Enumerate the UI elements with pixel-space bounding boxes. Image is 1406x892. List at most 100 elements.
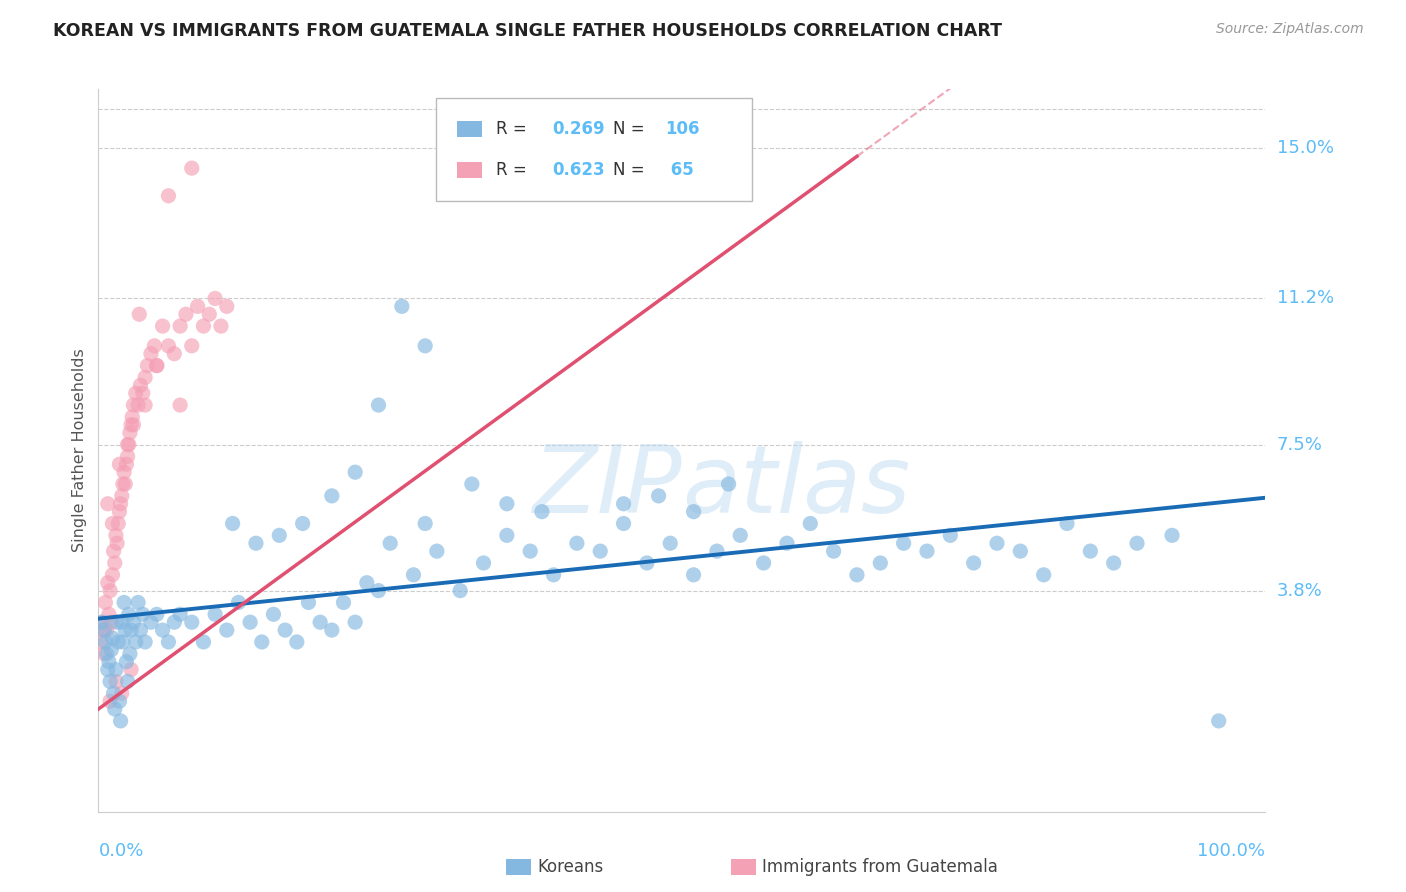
Point: [449, 583, 471, 598]
Point: [380, 536, 402, 550]
Point: [98, 694, 121, 708]
Point: [426, 544, 449, 558]
Point: [215, 299, 238, 313]
Point: [90, 615, 112, 630]
Point: [108, 505, 131, 519]
Point: [101, 567, 124, 582]
Point: [104, 556, 127, 570]
Point: [122, 398, 145, 412]
Point: [730, 528, 752, 542]
Point: [120, 623, 142, 637]
Text: 106: 106: [665, 120, 700, 137]
Point: [139, 615, 162, 630]
Point: [122, 417, 145, 432]
Point: [986, 536, 1008, 550]
Point: [157, 339, 180, 353]
Point: [117, 437, 139, 451]
Point: [565, 536, 588, 550]
Point: [198, 307, 221, 321]
Point: [269, 528, 291, 542]
Point: [134, 370, 156, 384]
Point: [120, 417, 142, 432]
Point: [187, 299, 209, 313]
Point: [285, 635, 308, 649]
Point: [127, 595, 149, 609]
Point: [1032, 567, 1054, 582]
Point: [115, 457, 138, 471]
Point: [111, 477, 134, 491]
Point: [103, 544, 125, 558]
Point: [97, 497, 120, 511]
Point: [321, 623, 343, 637]
Point: [90, 635, 112, 649]
Point: [180, 339, 202, 353]
Point: [98, 583, 121, 598]
Point: [1208, 714, 1230, 728]
Point: [221, 516, 243, 531]
Point: [139, 347, 162, 361]
Text: 7.5%: 7.5%: [1277, 435, 1323, 453]
Point: [136, 359, 159, 373]
Point: [344, 465, 367, 479]
Point: [169, 319, 191, 334]
Point: [132, 607, 155, 622]
Point: [1126, 536, 1149, 550]
Point: [105, 536, 128, 550]
Point: [114, 477, 136, 491]
Point: [118, 425, 141, 440]
Point: [112, 595, 135, 609]
Text: R =: R =: [496, 161, 533, 179]
Point: [309, 615, 332, 630]
Point: [143, 339, 166, 353]
Point: [91, 623, 114, 637]
Point: [114, 623, 136, 637]
Point: [297, 595, 319, 609]
Point: [101, 631, 124, 645]
Point: [174, 307, 197, 321]
Point: [146, 359, 169, 373]
Point: [152, 319, 174, 334]
Point: [647, 489, 669, 503]
Point: [228, 595, 250, 609]
Point: [613, 497, 636, 511]
Point: [129, 378, 152, 392]
Point: [134, 635, 156, 649]
Point: [204, 292, 226, 306]
Point: [93, 623, 115, 637]
Point: [776, 536, 799, 550]
Point: [356, 575, 378, 590]
Point: [120, 663, 142, 677]
Point: [180, 161, 202, 176]
Point: [682, 505, 704, 519]
Point: [100, 615, 122, 630]
Point: [274, 623, 297, 637]
Text: 0.269: 0.269: [553, 120, 605, 137]
Text: Koreans: Koreans: [537, 858, 603, 876]
Point: [717, 477, 740, 491]
Text: atlas: atlas: [682, 441, 910, 533]
Text: N =: N =: [613, 120, 650, 137]
Point: [107, 635, 129, 649]
Point: [118, 607, 141, 622]
Point: [332, 595, 354, 609]
Point: [157, 635, 180, 649]
Point: [105, 615, 128, 630]
Y-axis label: Single Father Households: Single Father Households: [72, 349, 87, 552]
Point: [127, 398, 149, 412]
Point: [262, 607, 284, 622]
Text: KOREAN VS IMMIGRANTS FROM GUATEMALA SINGLE FATHER HOUSEHOLDS CORRELATION CHART: KOREAN VS IMMIGRANTS FROM GUATEMALA SING…: [53, 22, 1002, 40]
Point: [146, 359, 169, 373]
Point: [121, 409, 143, 424]
Point: [799, 516, 821, 531]
Point: [367, 583, 389, 598]
Text: ZIP: ZIP: [533, 441, 682, 533]
Point: [128, 307, 150, 321]
Text: Source: ZipAtlas.com: Source: ZipAtlas.com: [1216, 22, 1364, 37]
Point: [413, 516, 436, 531]
Point: [530, 505, 553, 519]
Point: [104, 663, 127, 677]
Point: [823, 544, 845, 558]
Point: [111, 489, 134, 503]
Point: [94, 595, 117, 609]
Point: [344, 615, 367, 630]
